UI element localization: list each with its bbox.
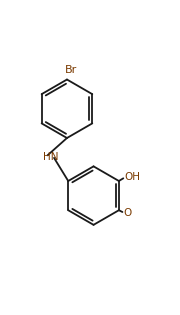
Text: OH: OH — [124, 172, 140, 182]
Text: HN: HN — [43, 152, 58, 162]
Text: O: O — [123, 208, 132, 218]
Text: Br: Br — [65, 65, 78, 75]
